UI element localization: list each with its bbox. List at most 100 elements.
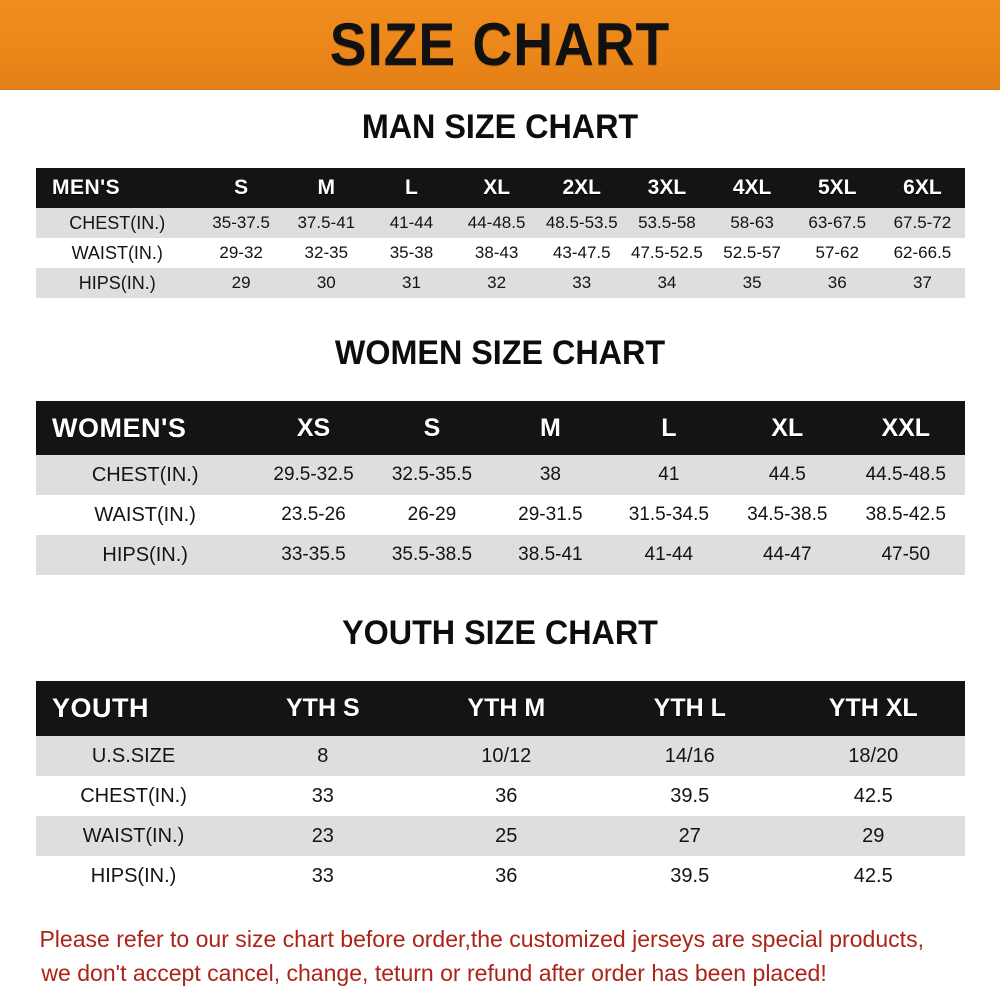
table-cell: 30 <box>316 273 336 292</box>
women-column-header-s: S <box>423 413 441 442</box>
table-cell: 43-47.5 <box>552 243 611 262</box>
men-column-header-s: S <box>234 176 249 199</box>
table-row: HIPS(IN.) 29 30 31 32 33 34 35 36 37 <box>36 268 965 298</box>
men-row-label: CHEST(IN.) <box>69 212 166 233</box>
table-cell: 33 <box>572 273 592 292</box>
table-cell: 38.5-42.5 <box>865 504 946 525</box>
men-table-header-row: MEN'S S M L XL 2XL 3XL 4XL 5XL 6XL <box>36 168 965 208</box>
table-cell: 63-67.5 <box>808 213 867 232</box>
men-column-header-xl: XL <box>483 176 511 199</box>
table-cell: 27 <box>678 824 701 847</box>
table-cell: 38.5-41 <box>518 544 583 565</box>
table-cell: 67.5-72 <box>893 213 952 232</box>
table-row: CHEST(IN.) 29.5-32.5 32.5-35.5 38 41 44.5 44.5… <box>36 455 965 495</box>
men-section-title: MAN SIZE CHART <box>361 108 639 146</box>
women-table-body: WOMEN'S XS S M L XL XXL CHEST(IN.) 29.5-32.5 32.5… <box>36 401 965 575</box>
table-cell: 39.5 <box>670 784 710 807</box>
youth-column-header-yth-l: YTH L <box>653 694 726 722</box>
page-title: SIZE CHART <box>329 11 671 78</box>
table-cell: 47-50 <box>881 544 931 565</box>
table-row: U.S.SIZE 8 10/12 14/16 18/20 <box>36 736 965 776</box>
table-cell: 25 <box>495 824 518 847</box>
table-cell: 57-62 <box>815 243 859 262</box>
table-cell: 38-43 <box>474 243 519 262</box>
table-cell: 48.5-53.5 <box>545 213 618 232</box>
men-column-header-5xl: 5XL <box>817 176 857 199</box>
page-banner: SIZE CHART <box>0 0 1000 90</box>
youth-table-corner-label: YOUTH <box>52 693 149 723</box>
women-column-header-xs: XS <box>296 413 331 442</box>
table-cell: 29-32 <box>219 243 263 262</box>
return-policy-line-1: Please refer to our size chart before or… <box>39 926 924 952</box>
table-row: CHEST(IN.) 35-37.5 37.5-41 41-44 44-48.5 48.5… <box>36 208 965 238</box>
men-column-header-m: M <box>317 176 336 199</box>
men-row-label: WAIST(IN.) <box>71 242 163 263</box>
table-cell: 8 <box>317 744 329 767</box>
table-cell: 36 <box>495 784 518 807</box>
table-row: HIPS(IN.) 33 36 39.5 42.5 <box>36 856 965 896</box>
youth-table-header-row: YOUTH YTH S YTH M YTH L YTH XL <box>36 681 965 736</box>
women-column-header-xl: XL <box>771 413 804 442</box>
table-cell: 33 <box>311 784 334 807</box>
women-row-label: WAIST(IN.) <box>94 503 196 526</box>
table-cell: 10/12 <box>481 744 532 767</box>
men-size-table: MEN'S S M L XL 2XL 3XL 4XL 5XL 6XL CHEST(IN.) 35-37… <box>36 168 965 298</box>
table-cell: 41 <box>658 464 680 485</box>
table-cell: 37 <box>912 273 932 292</box>
youth-row-label: CHEST(IN.) <box>80 784 187 807</box>
table-cell: 44.5 <box>768 464 806 485</box>
table-cell: 33-35.5 <box>281 544 346 565</box>
women-column-header-xxl: XXL <box>881 413 931 442</box>
table-cell: 36 <box>827 273 847 292</box>
youth-row-label: U.S.SIZE <box>91 744 176 767</box>
table-cell: 44-48.5 <box>467 213 526 232</box>
men-table-body: MEN'S S M L XL 2XL 3XL 4XL 5XL 6XL CHEST(IN.) 35-37… <box>36 168 965 298</box>
men-column-header-4xl: 4XL <box>732 176 772 199</box>
men-column-header-6xl: 6XL <box>903 176 942 199</box>
table-row: HIPS(IN.) 33-35.5 35.5-38.5 38.5-41 41-44 44-… <box>36 535 965 575</box>
table-row: WAIST(IN.) 23.5-26 26-29 29-31.5 31.5-34.5 34… <box>36 495 965 535</box>
table-cell: 41-44 <box>644 544 694 565</box>
table-row: WAIST(IN.) 23 25 27 29 <box>36 816 965 856</box>
women-row-label: HIPS(IN.) <box>102 543 188 566</box>
women-table-header-row: WOMEN'S XS S M L XL XXL <box>36 401 965 455</box>
table-cell: 23 <box>311 824 334 847</box>
youth-size-table: YOUTH YTH S YTH M YTH L YTH XL U.S.SIZE 8 10/12… <box>36 681 965 896</box>
table-cell: 14/16 <box>664 744 715 767</box>
youth-column-header-yth-s: YTH S <box>286 694 360 722</box>
table-cell: 42.5 <box>853 864 893 887</box>
table-cell: 42.5 <box>853 784 893 807</box>
table-cell: 36 <box>495 864 518 887</box>
men-column-header-3xl: 3XL <box>647 176 687 199</box>
youth-row-label: WAIST(IN.) <box>82 824 185 847</box>
women-column-header-m: M <box>539 413 561 442</box>
table-cell: 26-29 <box>407 504 457 525</box>
table-cell: 31.5-34.5 <box>628 504 709 525</box>
women-size-table: WOMEN'S XS S M L XL XXL CHEST(IN.) 29.5-32.5 32.5… <box>36 401 965 575</box>
table-cell: 41-44 <box>389 213 434 232</box>
table-cell: 37.5-41 <box>297 213 356 232</box>
youth-section-title: YOUTH SIZE CHART <box>342 614 658 652</box>
table-cell: 29.5-32.5 <box>273 464 354 485</box>
table-cell: 35 <box>742 273 762 292</box>
table-cell: 44.5-48.5 <box>865 464 946 485</box>
table-cell: 39.5 <box>670 864 710 887</box>
return-policy-line-2: we don't accept cancel, change, teturn o… <box>41 960 827 986</box>
table-cell: 34 <box>657 273 677 292</box>
women-column-header-l: L <box>661 413 677 442</box>
table-cell: 35-37.5 <box>212 213 270 232</box>
men-row-label: HIPS(IN.) <box>78 272 156 293</box>
return-policy-note: Please refer to our size chart before or… <box>39 922 965 990</box>
table-cell: 62-66.5 <box>893 243 952 262</box>
table-cell: 35-38 <box>389 243 434 262</box>
women-section-title: WOMEN SIZE CHART <box>334 334 666 372</box>
table-row: CHEST(IN.) 33 36 39.5 42.5 <box>36 776 965 816</box>
table-cell: 58-63 <box>730 213 774 232</box>
table-cell: 32-35 <box>304 243 349 262</box>
women-table-corner-label: WOMEN'S <box>52 412 187 443</box>
youth-row-label: HIPS(IN.) <box>90 864 177 887</box>
table-cell: 29-31.5 <box>518 504 583 525</box>
table-cell: 32.5-35.5 <box>391 464 473 485</box>
table-cell: 29 <box>862 824 885 847</box>
